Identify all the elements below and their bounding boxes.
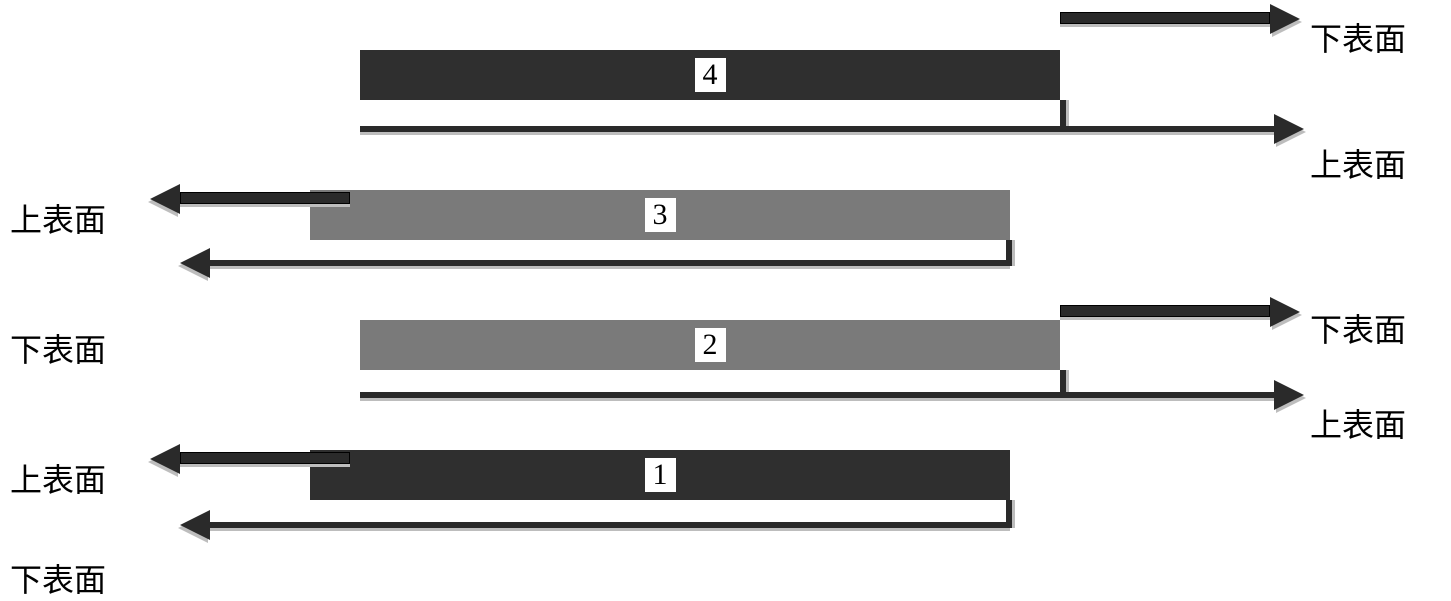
label-bottom-surface-3: 下表面 (10, 325, 106, 371)
label-top-surface-2: 上表面 (10, 195, 106, 241)
layer-bar-4: 4 (360, 50, 1060, 100)
label-bottom-surface-4: 下表面 (10, 555, 106, 601)
layer-number-3: 3 (645, 198, 676, 232)
diagram-canvas: 4 3 2 1 (0, 0, 1451, 591)
label-top-surface-1: 上表面 (1310, 140, 1406, 186)
layer-number-2: 2 (695, 328, 726, 362)
label-bottom-surface-1: 下表面 (1310, 14, 1406, 60)
arrow-bar4-bottom-surface (1060, 10, 1300, 28)
arrow-bar3-top-surface (150, 190, 350, 208)
label-top-surface-3: 上表面 (1310, 400, 1406, 446)
layer-bar-3: 3 (310, 190, 1010, 240)
layer-bar-2: 2 (360, 320, 1060, 370)
layer-number-1: 1 (645, 458, 676, 492)
label-top-surface-4: 上表面 (10, 455, 106, 501)
arrow-bar2-bottom-surface (1060, 303, 1300, 321)
layer-number-4: 4 (695, 58, 726, 92)
arrow-bar1-top-surface (150, 450, 350, 468)
layer-bar-1: 1 (310, 450, 1010, 500)
label-bottom-surface-2: 下表面 (1310, 305, 1406, 351)
